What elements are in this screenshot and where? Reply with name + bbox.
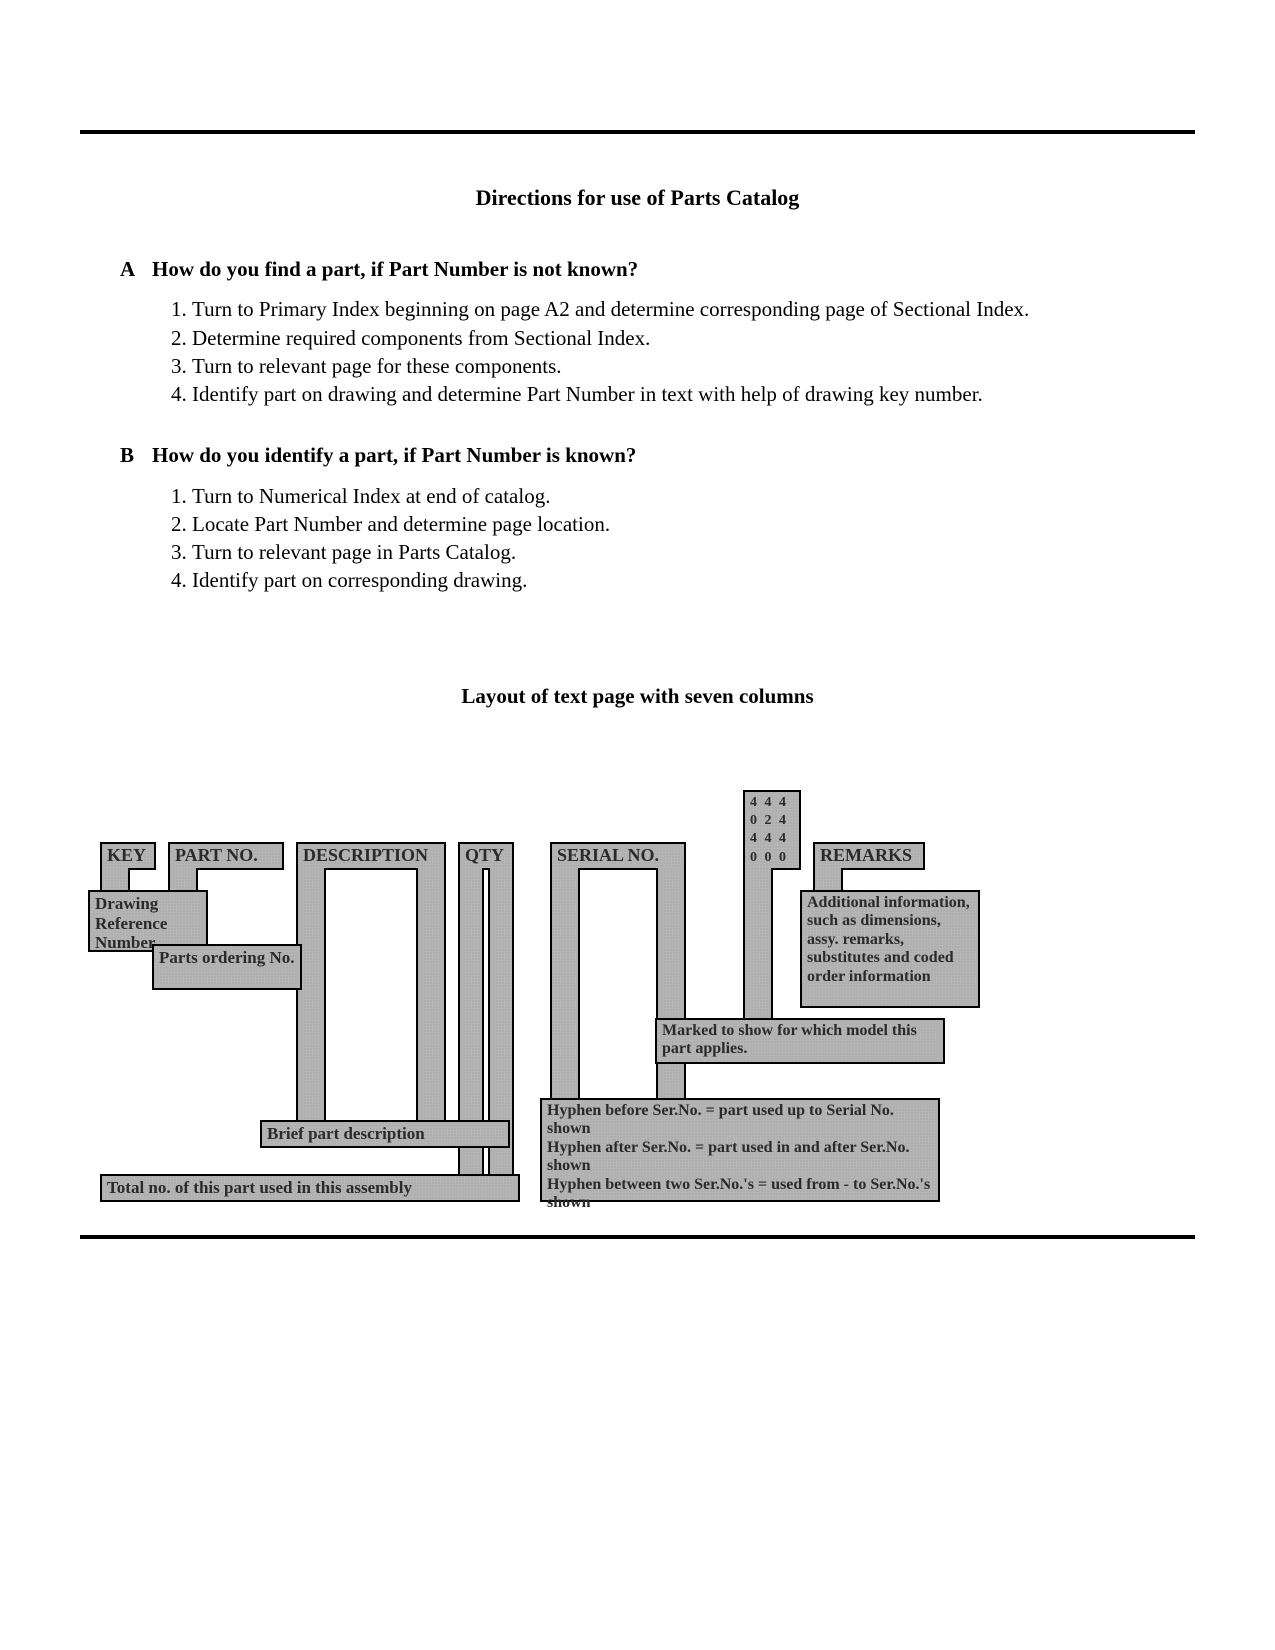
section-b: B How do you identify a part, if Part Nu… [120,442,1135,593]
header-description: DESCRIPTION [296,842,446,870]
callout-description: Brief part description [260,1120,510,1148]
connector-key [100,868,130,892]
header-models: 4 4 4 0 2 4 4 4 4 0 0 0 [743,790,801,870]
header-qty: QTY [458,842,514,870]
page: Directions for use of Parts Catalog A Ho… [0,0,1275,1650]
section-b-list: Turn to Numerical Index at end of catalo… [192,483,1135,594]
list-item: Turn to Numerical Index at end of catalo… [192,483,1135,509]
callout-partno: Parts ordering No. [152,944,302,990]
header-key: KEY [100,842,156,870]
callout-key: Drawing Reference Number [88,890,208,952]
list-item: Locate Part Number and determine page lo… [192,511,1135,537]
connector-models [743,868,773,1020]
header-partno: PART NO. [168,842,284,870]
connector-serial-l [550,868,580,1100]
section-b-heading: B How do you identify a part, if Part Nu… [120,442,1135,468]
callout-models: Marked to show for which model this part… [655,1018,945,1064]
list-item: Turn to relevant page in Parts Catalog. [192,539,1135,565]
section-a-letter: A [120,256,152,282]
section-a: A How do you find a part, if Part Number… [120,256,1135,407]
column-layout-diagram: 4 4 4 0 2 4 4 4 4 0 0 0 KEY PART NO. DES… [100,790,1180,1230]
section-a-list: Turn to Primary Index beginning on page … [192,296,1135,407]
connector-remarks [813,868,843,892]
list-item: Turn to Primary Index beginning on page … [192,296,1135,322]
list-item: Identify part on corresponding drawing. [192,567,1135,593]
top-rule [80,130,1195,134]
section-b-question: How do you identify a part, if Part Numb… [152,442,636,468]
header-serialno: SERIAL NO. [550,842,686,870]
list-item: Turn to relevant page for these componen… [192,353,1135,379]
section-b-letter: B [120,442,152,468]
connector-serial-r [656,868,686,1100]
callout-serialno: Hyphen before Ser.No. = part used up to … [540,1098,940,1202]
list-item: Determine required components from Secti… [192,325,1135,351]
section-a-question: How do you find a part, if Part Number i… [152,256,638,282]
connector-description-r [416,868,446,1122]
page-title: Directions for use of Parts Catalog [80,185,1195,211]
callout-remarks: Additional information, such as dimensio… [800,890,980,1008]
connector-description-l [296,868,326,1122]
list-item: Identify part on drawing and determine P… [192,381,1135,407]
section-a-heading: A How do you find a part, if Part Number… [120,256,1135,282]
diagram-subtitle: Layout of text page with seven columns [80,684,1195,709]
callout-qty: Total no. of this part used in this asse… [100,1174,520,1202]
bottom-rule [80,1235,1195,1239]
header-remarks: REMARKS [813,842,925,870]
